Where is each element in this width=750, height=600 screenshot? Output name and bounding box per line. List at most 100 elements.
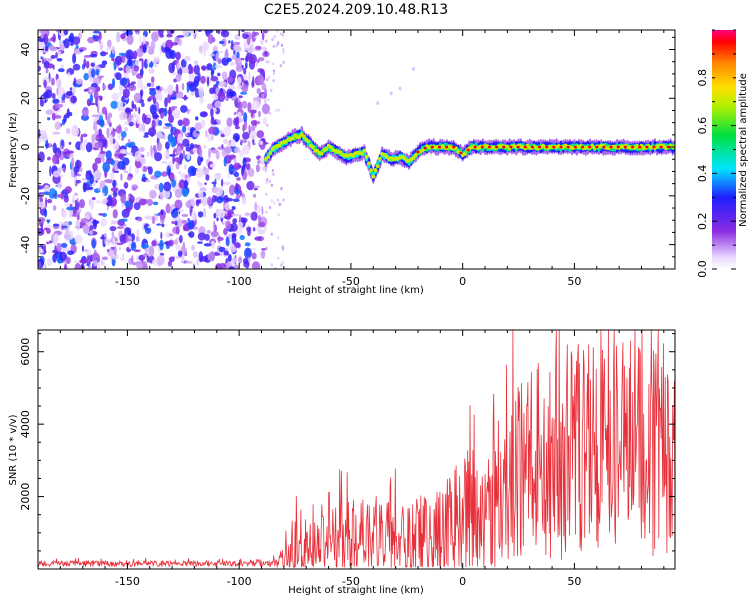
snr-series-line bbox=[38, 330, 675, 568]
spectrogram-peak bbox=[609, 145, 613, 149]
spectrogram-cell bbox=[102, 84, 107, 91]
spectrogram-cell bbox=[67, 72, 71, 77]
spectrogram-cell bbox=[160, 107, 164, 113]
spectrogram-cell bbox=[182, 30, 190, 38]
spectrogram-cell bbox=[62, 209, 67, 219]
spectrogram-cell bbox=[99, 41, 104, 51]
spectrogram-cell bbox=[366, 161, 371, 166]
spectrogram-cell bbox=[100, 51, 107, 57]
spectrogram-cell bbox=[168, 239, 174, 247]
spectrogram-cell bbox=[265, 246, 268, 250]
spectrogram-cell bbox=[253, 31, 260, 36]
spectrogram-cell bbox=[88, 102, 96, 106]
spectrogram-cell bbox=[168, 154, 177, 157]
spectrogram-cell bbox=[270, 263, 274, 267]
spectrogram-cell bbox=[112, 190, 118, 198]
spectrogram-cell bbox=[265, 192, 268, 196]
spectrogram-cell bbox=[281, 247, 285, 251]
y-tick-label: -20 bbox=[19, 187, 32, 205]
spectrogram-cell bbox=[163, 181, 172, 192]
colorbar-tick-label: 0.8 bbox=[696, 69, 709, 87]
spectrogram-cell bbox=[191, 210, 197, 222]
spectrogram-cell bbox=[182, 118, 190, 127]
spectrogram-cell bbox=[102, 156, 105, 164]
spectrogram-cell bbox=[164, 46, 171, 55]
spectrogram-cell bbox=[123, 181, 129, 189]
spectrogram-cell bbox=[91, 133, 96, 143]
spectrogram-frame bbox=[37, 29, 676, 270]
spectrogram-cell bbox=[39, 99, 44, 107]
spectrogram-cell bbox=[128, 84, 137, 92]
spectrogram-cell bbox=[136, 48, 144, 58]
spectrogram-cell bbox=[101, 234, 104, 239]
spectrogram-cell bbox=[72, 63, 81, 71]
spectrogram-cell bbox=[69, 32, 75, 44]
spectrogram-cell bbox=[194, 60, 199, 66]
spectrogram-cell bbox=[369, 168, 373, 173]
spectrogram-cell bbox=[156, 131, 163, 139]
spectrogram-cell bbox=[158, 182, 164, 193]
spectrogram-cell bbox=[68, 141, 72, 145]
spectrogram-cell bbox=[180, 58, 187, 69]
spectrogram-cell bbox=[111, 92, 120, 101]
spectrogram-cell bbox=[130, 81, 136, 85]
spectrogram-cell bbox=[133, 249, 141, 253]
spectrogram-cell bbox=[45, 68, 49, 74]
spectrogram-cell bbox=[151, 215, 156, 225]
spectrogram-cell bbox=[89, 54, 98, 58]
spectrogram-cell bbox=[198, 251, 204, 263]
spectrogram-cell bbox=[186, 144, 190, 147]
spectrogram-cell bbox=[210, 230, 219, 237]
spectrogram-cell bbox=[220, 178, 224, 187]
spectrogram-cell bbox=[83, 54, 91, 58]
spectrogram-cell bbox=[142, 43, 147, 54]
spectrogram-cell bbox=[171, 42, 179, 46]
spectrogram-cell bbox=[118, 52, 126, 56]
spectrogram-cell bbox=[45, 138, 49, 150]
spectrogram-peak bbox=[430, 145, 434, 149]
spectrogram-cell bbox=[59, 174, 64, 178]
spectrogram-cell bbox=[98, 31, 102, 41]
spectrogram-cell bbox=[125, 152, 134, 156]
spectrogram-cell bbox=[102, 192, 105, 198]
spectrogram-cell bbox=[56, 30, 59, 33]
spectrogram-cell bbox=[57, 68, 65, 73]
spectrogram-cell bbox=[176, 35, 185, 38]
spectrogram-cell bbox=[253, 187, 258, 191]
y-tick-label: 20 bbox=[19, 91, 32, 105]
spectrogram-cell bbox=[117, 133, 121, 140]
spectrogram-cell bbox=[141, 255, 144, 264]
spectrogram-cell bbox=[144, 132, 150, 136]
spectrogram-cell bbox=[237, 101, 243, 110]
spectrogram-cell bbox=[79, 142, 86, 151]
spectrogram-cell bbox=[152, 56, 161, 63]
spectrogram-cell bbox=[38, 217, 46, 223]
spectrogram-cell bbox=[149, 89, 157, 96]
spectrogram-cell bbox=[233, 41, 241, 46]
spectrogram-cell bbox=[291, 136, 295, 141]
spectrogram-cell bbox=[114, 170, 120, 174]
spectrogram-cell bbox=[46, 258, 52, 267]
spectrogram-cell bbox=[231, 205, 236, 210]
spectrogram-cell bbox=[134, 30, 140, 33]
spectrogram-cell bbox=[206, 76, 210, 87]
spectrogram-cell bbox=[112, 237, 116, 248]
spectrogram-cell bbox=[45, 58, 53, 62]
spectrogram-cell bbox=[163, 107, 168, 117]
spectrogram-cell bbox=[79, 49, 84, 53]
spectrogram-cell bbox=[98, 38, 101, 44]
spectrogram-cell bbox=[181, 213, 189, 217]
colorbar-tick-label: 0.6 bbox=[696, 117, 709, 135]
spectrogram-cell bbox=[73, 77, 77, 88]
spectrogram-cell bbox=[115, 72, 122, 81]
spectrogram-cell bbox=[268, 151, 273, 156]
spectrogram-cell bbox=[147, 97, 152, 102]
spectrogram-cell bbox=[101, 256, 109, 261]
spectrogram-cell bbox=[200, 65, 207, 71]
spectrogram-peak bbox=[452, 145, 456, 149]
spectrogram-cell bbox=[227, 254, 232, 262]
spectrogram-cell bbox=[174, 220, 178, 226]
spectrogram-cell bbox=[70, 42, 74, 46]
spectrogram-cell bbox=[118, 67, 124, 71]
spectrogram-cell bbox=[209, 30, 214, 34]
